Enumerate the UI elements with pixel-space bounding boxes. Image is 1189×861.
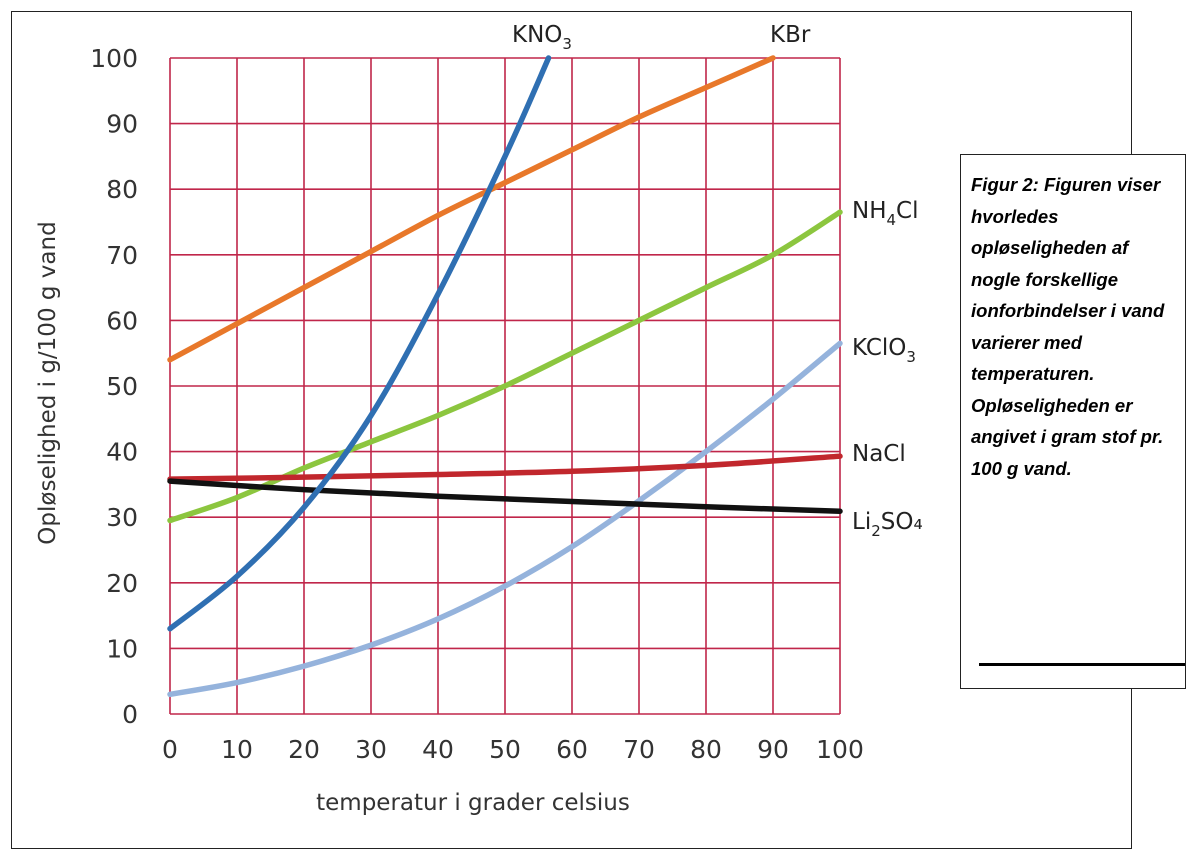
y-tick-label: 80	[106, 175, 138, 204]
figure-caption: Figur 2: Figuren viser hvorledes opløsel…	[971, 174, 1165, 479]
x-tick-label: 50	[489, 735, 521, 764]
series-line-kclo3	[167, 340, 843, 698]
x-tick-label: 80	[690, 735, 722, 764]
y-axis-title: Opløselighed i g/100 g vand	[35, 221, 61, 544]
y-tick-label: 0	[122, 700, 138, 729]
y-tick-label: 90	[106, 110, 138, 139]
x-tick-labels: 0 10 20 30 40 50 60 70 80 90 100	[162, 735, 864, 764]
series-label-kbr: KBr	[770, 22, 811, 48]
y-tick-label: 60	[106, 306, 138, 335]
series-line-li2so4	[167, 478, 843, 515]
y-tick-label: 10	[106, 634, 138, 663]
series-line-kbr	[167, 55, 776, 363]
series-label-kclo3: KClO3	[852, 335, 916, 366]
x-tick-label: 70	[623, 735, 655, 764]
x-tick-label: 40	[422, 735, 454, 764]
x-tick-label: 0	[162, 735, 178, 764]
series-label-nacl: NaCl	[852, 441, 906, 467]
series-label-kno3: KNO3	[512, 22, 572, 53]
y-tick-label: 20	[106, 569, 138, 598]
x-tick-label: 90	[757, 735, 789, 764]
grid	[169, 57, 841, 715]
y-tick-labels: 0 10 20 30 40 50 60 70 80 90 100	[90, 44, 138, 729]
y-tick-label: 100	[90, 44, 138, 73]
series-line-nacl	[167, 453, 843, 482]
x-tick-label: 60	[556, 735, 588, 764]
y-tick-label: 70	[106, 241, 138, 270]
figure-caption-box: Figur 2: Figuren viser hvorledes opløsel…	[960, 154, 1186, 689]
series-labels: KNO3 KBr NH4Cl KClO3 NaCl Li2SO₄	[512, 22, 923, 540]
series-label-li2so4: Li2SO₄	[852, 509, 923, 540]
x-axis-title: temperatur i grader celsius	[316, 790, 630, 816]
x-tick-label: 30	[355, 735, 387, 764]
series-lines	[167, 55, 843, 698]
caption-rule	[979, 663, 1185, 666]
series-line-kno3	[167, 55, 552, 632]
y-tick-label: 30	[106, 503, 138, 532]
x-tick-label: 10	[221, 735, 253, 764]
y-tick-label: 50	[106, 372, 138, 401]
x-tick-label: 20	[288, 735, 320, 764]
series-label-nh4cl: NH4Cl	[852, 198, 919, 229]
y-tick-label: 40	[106, 438, 138, 467]
x-tick-label: 100	[816, 735, 864, 764]
